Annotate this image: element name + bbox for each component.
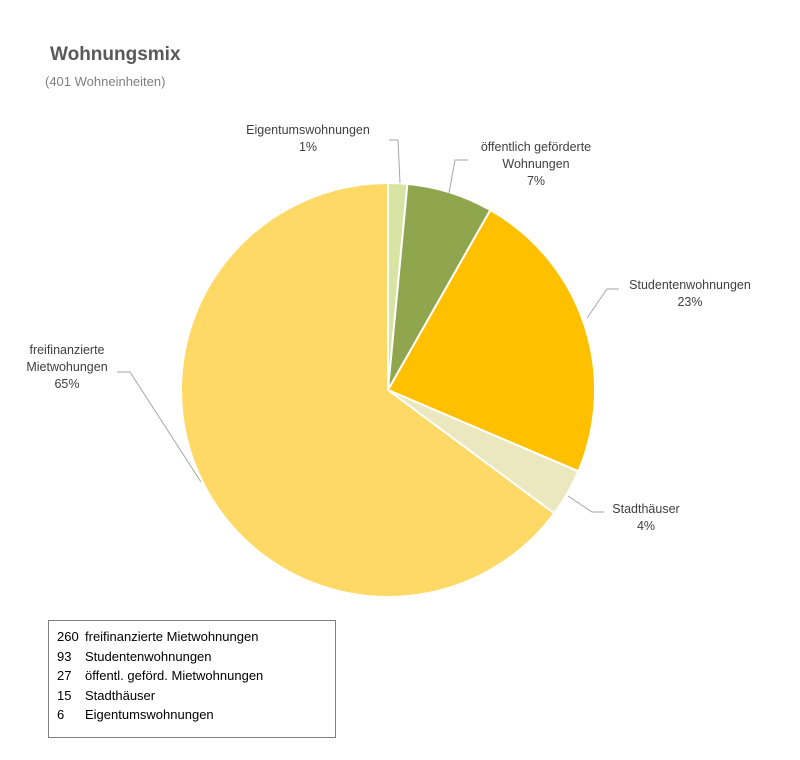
legend-count: 93 [57,648,72,664]
slice-label-1: öffentlich geförderte Wohnungen 7% [481,140,591,188]
legend-count: 260 [57,629,79,644]
legend-row: 15 Stadthäuser [57,686,335,706]
pie-slice-4 [180,181,556,598]
legend-row: 6 Eigentumswohnungen [57,705,335,725]
pie-slice-2 [386,208,596,473]
legend-count: 15 [57,687,72,703]
chart-title: Wohnungsmix [50,44,181,65]
slice-label-4: freifinanzierte Mietwohungen 65% [26,343,107,391]
slice-label-3: Stadthäuser 4% [612,502,679,533]
legend-text: Studentenwohnungen [85,648,212,664]
legend-box: 260 freifinanzierte Mietwohnungen 93 Stude… [48,620,336,738]
slice-label-2: Studentenwohnungen 23% [629,278,751,309]
slice-label-0: Eigentumswohnungen 1% [246,123,370,154]
legend-row: 93 Studentenwohnungen [57,647,335,667]
legend-row: 27 öffentl. geförd. Mietwohnungen [57,666,335,686]
legend-row: 260 freifinanzierte Mietwohnungen [57,627,335,647]
leader-line-0 [389,139,401,184]
legend-text: öffentl. geförd. Mietwohnungen [85,668,264,683]
legend-text: freifinanzierte Mietwohnungen [85,629,259,644]
legend-count: 6 [57,707,65,722]
pie-chart: Eigentumswohnungen 1% öffentlich gefördert… [26,123,751,598]
leader-line-2 [586,288,619,319]
legend-text: Eigentumswohnungen [85,707,214,722]
leader-line-4 [117,371,202,483]
legend-text: Stadthäuser [85,687,156,703]
leader-line-1 [448,159,468,194]
leader-line-3 [567,495,604,513]
chart-subtitle: (401 Wohneinheiten) [45,74,166,89]
legend-count: 27 [57,668,72,683]
